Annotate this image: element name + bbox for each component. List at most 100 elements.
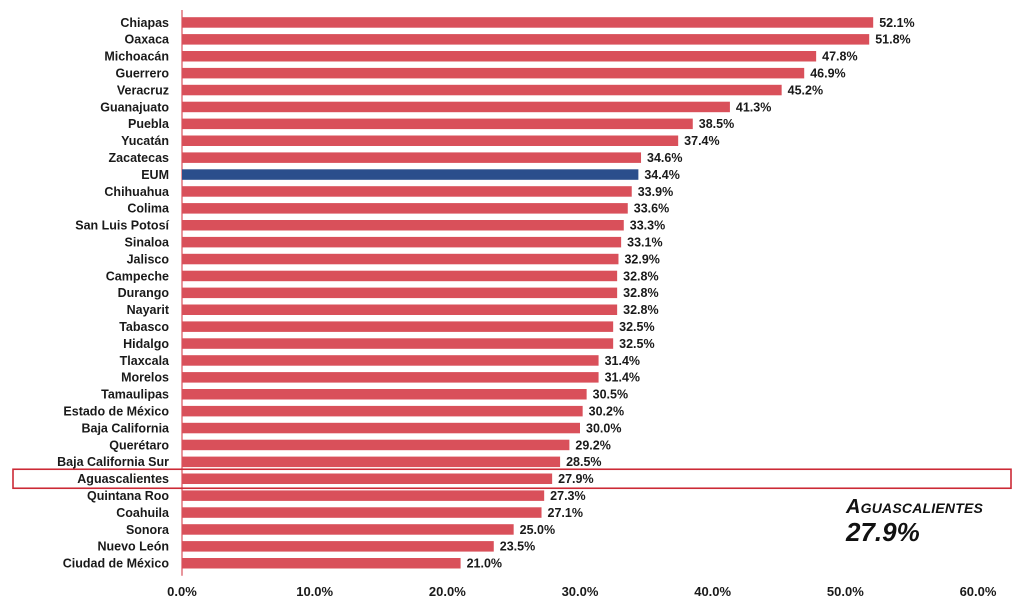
value-label-michoacan: 47.8% xyxy=(822,50,857,64)
value-label-sonora: 25.0% xyxy=(520,523,555,537)
bar-michoacan xyxy=(182,51,817,62)
bar-tabasco xyxy=(182,321,614,332)
value-label-campeche: 32.8% xyxy=(623,269,658,283)
bar-sinaloa xyxy=(182,236,622,248)
value-label-puebla: 38.5% xyxy=(699,117,734,131)
value-label-hidalgo: 32.5% xyxy=(619,337,654,351)
bar-morelos xyxy=(182,372,599,383)
x-tick-label-2: 20.0% xyxy=(429,584,466,599)
value-label-sinaloa: 33.1% xyxy=(627,235,662,249)
value-label-zacatecas: 34.6% xyxy=(647,151,682,165)
bar-oaxaca xyxy=(182,34,870,45)
bar-chihuahua xyxy=(182,186,632,197)
bar-baja-california xyxy=(182,422,580,434)
callout-state-value: 27.9% xyxy=(846,517,920,547)
bar-chiapas xyxy=(182,17,874,28)
category-label-baja-california-sur: Baja California Sur xyxy=(57,455,169,469)
bar-campeche xyxy=(182,270,618,282)
category-label-oaxaca: Oaxaca xyxy=(125,33,171,47)
category-label-zacatecas: Zacatecas xyxy=(109,151,170,165)
category-label-sonora: Sonora xyxy=(126,523,170,537)
bar-yucatan xyxy=(182,135,679,146)
value-label-chihuahua: 33.9% xyxy=(638,185,673,199)
category-label-puebla: Puebla xyxy=(128,117,170,131)
category-label-guerrero: Guerrero xyxy=(116,66,170,80)
category-label-chiapas: Chiapas xyxy=(120,16,169,30)
value-label-eum: 34.4% xyxy=(644,168,679,182)
bar-quintana-roo xyxy=(182,490,545,501)
category-label-guanajuato: Guanajuato xyxy=(100,100,169,114)
category-label-quintana-roo: Quintana Roo xyxy=(87,489,169,503)
category-label-nuevo-leon: Nuevo León xyxy=(97,540,169,554)
value-label-guanajuato: 41.3% xyxy=(736,100,771,114)
value-label-coahuila: 27.1% xyxy=(548,506,583,520)
x-tick-label-1: 10.0% xyxy=(296,584,333,599)
category-label-chihuahua: Chihuahua xyxy=(104,185,170,199)
category-label-san-luis-potosi: San Luis Potosí xyxy=(75,219,169,233)
category-label-estado-de-mexico: Estado de México xyxy=(63,404,169,418)
bar-puebla xyxy=(182,118,693,130)
value-label-tamaulipas: 30.5% xyxy=(593,388,628,402)
x-tick-label-4: 40.0% xyxy=(694,584,731,599)
value-label-tabasco: 32.5% xyxy=(619,320,654,334)
bar-tlaxcala xyxy=(182,355,599,366)
value-label-oaxaca: 51.8% xyxy=(875,33,910,47)
category-label-sinaloa: Sinaloa xyxy=(125,235,171,249)
value-label-colima: 33.6% xyxy=(634,202,669,216)
x-tick-label-3: 30.0% xyxy=(562,584,599,599)
category-label-jalisco: Jalisco xyxy=(127,252,170,266)
bar-guerrero xyxy=(182,67,805,79)
value-label-aguascalientes: 27.9% xyxy=(558,472,593,486)
bar-colima xyxy=(182,203,628,214)
category-label-ciudad-de-mexico: Ciudad de México xyxy=(63,557,170,571)
bar-nayarit xyxy=(182,304,618,315)
x-tick-label-6: 60.0% xyxy=(960,584,997,599)
bar-ciudad-de-mexico xyxy=(182,558,461,569)
bar-tamaulipas xyxy=(182,389,587,400)
bar-coahuila xyxy=(182,507,542,518)
category-label-colima: Colima xyxy=(127,202,170,216)
value-label-estado-de-mexico: 30.2% xyxy=(589,404,624,418)
category-label-queretaro: Querétaro xyxy=(109,438,169,452)
category-label-durango: Durango xyxy=(118,286,170,300)
bar-zacatecas xyxy=(182,152,642,163)
bar-san-luis-potosi xyxy=(182,220,624,231)
value-label-quintana-roo: 27.3% xyxy=(550,489,585,503)
category-label-aguascalientes: Aguascalientes xyxy=(77,472,169,486)
highlight-outline-aguascalientes xyxy=(12,468,1012,490)
category-label-tlaxcala: Tlaxcala xyxy=(120,354,170,368)
category-label-tamaulipas: Tamaulipas xyxy=(101,388,169,402)
x-tick-label-5: 50.0% xyxy=(827,584,864,599)
value-label-chiapas: 52.1% xyxy=(879,16,914,30)
bar-durango xyxy=(182,287,618,299)
category-label-yucatan: Yucatán xyxy=(121,134,169,148)
category-label-coahuila: Coahuila xyxy=(116,506,170,520)
value-label-baja-california-sur: 28.5% xyxy=(566,455,601,469)
category-label-campeche: Campeche xyxy=(106,269,169,283)
category-label-tabasco: Tabasco xyxy=(119,320,169,334)
bar-veracruz xyxy=(182,84,782,96)
bar-sonora xyxy=(182,524,514,535)
value-label-yucatan: 37.4% xyxy=(684,134,719,148)
bar-baja-california-sur xyxy=(182,456,561,468)
value-label-san-luis-potosi: 33.3% xyxy=(630,219,665,233)
category-label-veracruz: Veracruz xyxy=(117,83,169,97)
value-label-nayarit: 32.8% xyxy=(623,303,658,317)
bar-nuevo-leon xyxy=(182,541,494,552)
value-label-jalisco: 32.9% xyxy=(624,252,659,266)
value-label-durango: 32.8% xyxy=(623,286,658,300)
category-label-nayarit: Nayarit xyxy=(127,303,170,317)
category-label-hidalgo: Hidalgo xyxy=(123,337,169,351)
category-label-michoacan: Michoacán xyxy=(104,50,169,64)
bar-eum xyxy=(182,169,639,180)
value-label-morelos: 31.4% xyxy=(605,371,640,385)
callout-state-name: Aguascalientes xyxy=(846,496,984,518)
bar-guanajuato xyxy=(182,101,730,113)
x-tick-label-0: 0.0% xyxy=(167,584,197,599)
highlight-callout: Aguascalientes 27.9% xyxy=(846,497,1018,545)
bar-hidalgo xyxy=(182,338,614,349)
category-label-eum: EUM xyxy=(141,168,169,182)
value-label-guerrero: 46.9% xyxy=(810,66,845,80)
